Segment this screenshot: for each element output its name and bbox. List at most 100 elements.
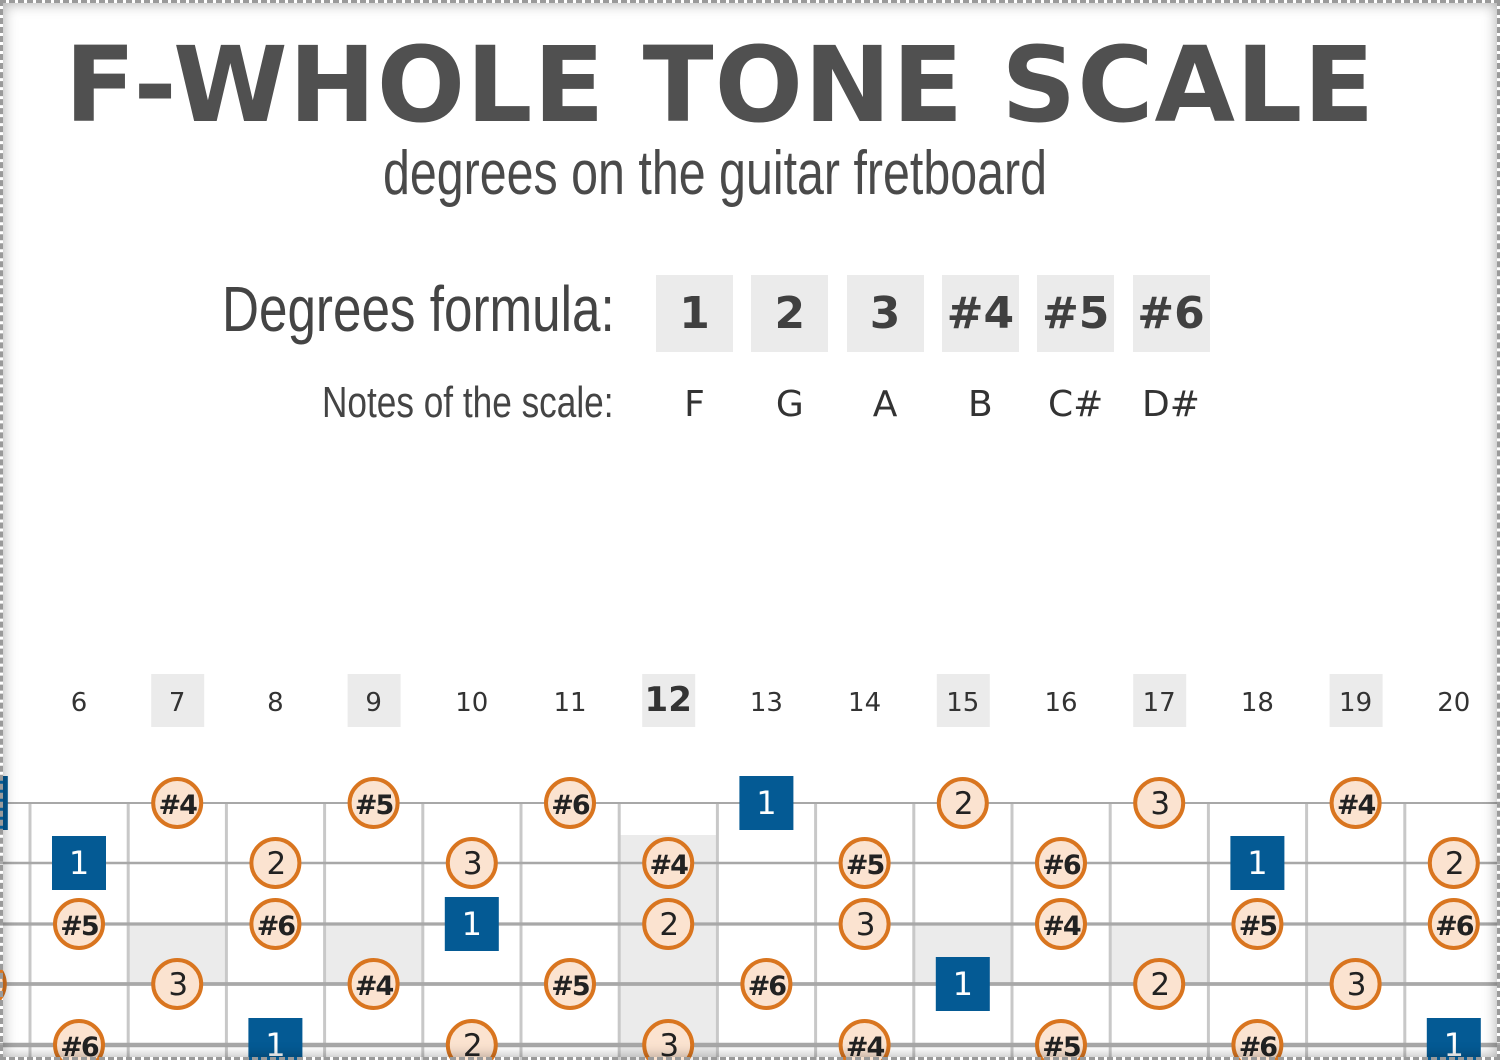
- scale-note-marker: [642, 1019, 695, 1060]
- note-degree-label: #6: [1042, 850, 1081, 881]
- fret-number: 7: [169, 688, 186, 718]
- notes-label: Notes of the scale:: [322, 378, 614, 427]
- scale-note-marker: [544, 958, 596, 1010]
- note-degree-label: #5: [846, 850, 884, 881]
- note-degree-label: 3: [463, 846, 481, 882]
- note-degree-label: 1: [69, 844, 89, 882]
- note-degree-label: #6: [60, 1032, 99, 1060]
- scale-note: F: [684, 384, 705, 425]
- scale-note-marker: [445, 837, 498, 889]
- scale-note-marker: [642, 837, 695, 889]
- scale-note-marker: [838, 1019, 891, 1060]
- scale-note-marker: [1035, 837, 1087, 889]
- scale-note-marker: [53, 1019, 105, 1060]
- page-subtitle: degrees on the guitar fretboard: [382, 139, 1048, 208]
- fret-number: 9: [365, 688, 382, 718]
- page-title: F-WHOLE TONE SCALE: [64, 24, 1376, 146]
- degree-box: #6: [1132, 275, 1210, 352]
- fret-number: 15: [946, 688, 979, 718]
- fret-number-shade: [1329, 674, 1383, 727]
- degree-box: 1: [656, 275, 733, 352]
- root-note-marker: [52, 836, 106, 890]
- note-degree-label: 3: [856, 907, 874, 943]
- fret-number-shade: [936, 674, 990, 727]
- note-degree-label: 2: [1150, 967, 1168, 1003]
- note-degree-label: 2: [463, 1028, 481, 1060]
- note-degree-label: 1: [756, 784, 776, 822]
- note-degree-label: 1: [462, 905, 482, 943]
- scale-note: G: [775, 384, 804, 425]
- note-degree-label: #6: [257, 911, 296, 942]
- degree-box: 2: [751, 275, 829, 352]
- note-degree-label: 3: [168, 967, 186, 1003]
- fret-number: 14: [848, 688, 881, 718]
- note-degree-label: 3: [659, 1028, 677, 1060]
- note-degree-label: #5: [1239, 911, 1277, 942]
- scale-note-marker: [838, 898, 891, 950]
- scale-note-marker: [1329, 958, 1382, 1010]
- fret-number: 11: [553, 688, 586, 718]
- fret-number: 16: [1044, 688, 1077, 718]
- root-note-marker: [248, 1018, 303, 1060]
- scale-note-marker: [249, 837, 302, 889]
- root-note-marker: [1230, 836, 1285, 890]
- scale-note-marker: [151, 958, 204, 1010]
- degree-box: #4: [941, 275, 1019, 352]
- scale-note-marker: [642, 898, 695, 950]
- note-degree-label: 2: [954, 786, 972, 822]
- fret-number: 17: [1143, 688, 1176, 718]
- note-degree-label: #4: [158, 790, 197, 821]
- note-degree-label: #5: [60, 911, 98, 942]
- note-degree-label: #6: [551, 790, 590, 821]
- note-degree-label: #4: [846, 1032, 885, 1060]
- scale-note: A: [872, 384, 898, 425]
- root-note-marker: [1426, 1018, 1481, 1060]
- fret-number: 20: [1437, 688, 1470, 718]
- note-degree-label: 2: [659, 907, 677, 943]
- note-degree-label: #4: [1337, 790, 1376, 821]
- note-degree-label: #4: [1042, 911, 1081, 942]
- scale-note-marker: [740, 958, 793, 1010]
- note-degree-label: #5: [355, 790, 393, 821]
- note-degree-label: 2: [267, 846, 285, 882]
- note-degree-label: #6: [1435, 911, 1474, 942]
- fret-number: 19: [1339, 688, 1372, 718]
- scale-note-marker: [544, 777, 596, 829]
- note-degree-label: 3: [1150, 786, 1168, 822]
- degrees-formula-label: Degrees formula:: [222, 273, 615, 345]
- fret-number-shade: [642, 674, 696, 727]
- scale-note-marker: [347, 777, 400, 829]
- note-degree-label: #5: [551, 971, 589, 1002]
- fret-number: 13: [750, 688, 783, 718]
- scale-note-marker: [1035, 1019, 1087, 1060]
- scale-note: D#: [1142, 384, 1200, 425]
- note-degree-label: 1: [1247, 844, 1267, 882]
- note-degree-label: #5: [1042, 1032, 1080, 1060]
- degree-box: 3: [846, 275, 924, 352]
- note-degree-label: 1: [1444, 1026, 1464, 1060]
- scale-note: B: [968, 384, 993, 425]
- fret-number: 18: [1241, 688, 1274, 718]
- scale-note-marker: [1133, 777, 1186, 829]
- scale-note-marker: [1231, 1019, 1284, 1060]
- note-degree-label: #6: [1239, 1032, 1278, 1060]
- fret-number: 12: [645, 680, 692, 720]
- scale-note-marker: [53, 898, 105, 950]
- degree-box: #5: [1037, 275, 1115, 352]
- scale-note-marker: [347, 958, 400, 1010]
- fret-number-shade: [347, 674, 401, 727]
- scale-note-marker: [1035, 898, 1087, 950]
- scale-note-marker: [1427, 837, 1480, 889]
- scale-note-marker: [445, 1019, 498, 1060]
- scale-note-marker: [936, 777, 989, 829]
- scale-note-marker: [838, 837, 891, 889]
- note-degree-label: #4: [649, 850, 688, 881]
- note-degree-label: 3: [1347, 967, 1365, 1003]
- scale-note-marker: [1329, 777, 1382, 829]
- scale-note-marker: [1133, 958, 1186, 1010]
- note-degree-label: #4: [355, 971, 394, 1002]
- scale-note-marker: [1231, 898, 1284, 950]
- fret-number-shade: [1133, 674, 1187, 727]
- root-note-marker: [0, 776, 8, 830]
